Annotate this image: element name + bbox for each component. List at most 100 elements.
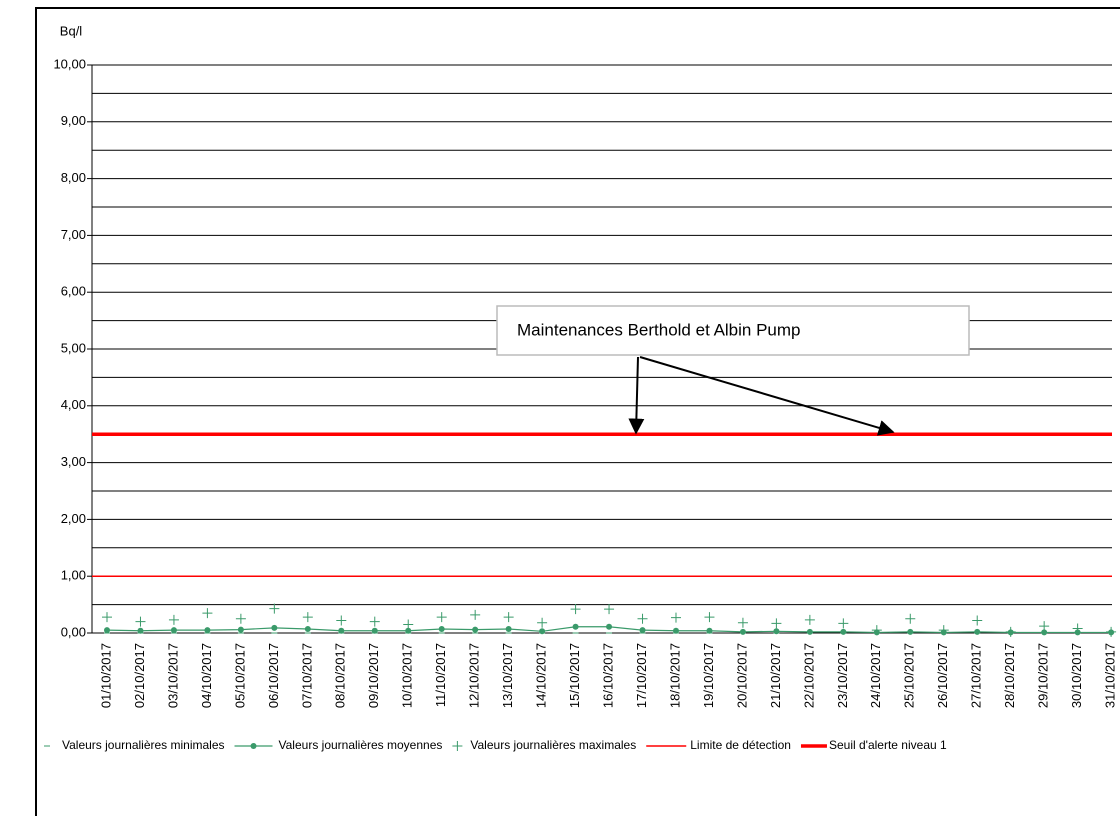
x-tick-label: 19/10/2017 xyxy=(701,643,716,708)
x-tick-label: 30/10/2017 xyxy=(1069,643,1084,708)
y-tick-label: 10,00 xyxy=(53,56,86,71)
point xyxy=(704,612,715,623)
x-tick-label: 22/10/2017 xyxy=(801,643,816,708)
point xyxy=(572,623,579,630)
point xyxy=(1072,623,1083,634)
point xyxy=(804,614,815,625)
y-tick-label: 9,00 xyxy=(61,113,86,128)
point xyxy=(706,627,713,634)
point xyxy=(1005,626,1016,637)
point xyxy=(1106,626,1117,637)
y-tick-label: 3,00 xyxy=(61,454,86,469)
point xyxy=(338,627,345,634)
y-tick-label: 7,00 xyxy=(61,227,86,242)
x-tick-label: 15/10/2017 xyxy=(567,643,582,708)
annotation: Maintenances Berthold et Albin Pump xyxy=(517,320,801,339)
x-tick-label: 28/10/2017 xyxy=(1002,643,1017,708)
annotation-arrow xyxy=(639,356,895,436)
point xyxy=(202,608,213,619)
point xyxy=(639,627,646,634)
point xyxy=(739,628,746,635)
x-tick-label: 16/10/2017 xyxy=(600,643,615,708)
point xyxy=(271,624,278,631)
point xyxy=(905,613,916,624)
point xyxy=(369,616,380,627)
point xyxy=(102,612,112,623)
point xyxy=(670,612,681,623)
x-tick-label: 07/10/2017 xyxy=(299,643,314,708)
point xyxy=(237,626,244,633)
point xyxy=(974,628,981,635)
point xyxy=(871,625,882,636)
chart-frame xyxy=(35,7,1120,816)
point xyxy=(907,628,914,635)
point xyxy=(505,626,512,633)
point xyxy=(606,623,613,630)
x-tick-label: 21/10/2017 xyxy=(768,643,783,708)
x-tick-label: 25/10/2017 xyxy=(902,643,917,708)
point xyxy=(637,613,648,624)
point xyxy=(137,627,144,634)
y-tick-label: 0,00 xyxy=(61,624,86,639)
y-tick-label: 5,00 xyxy=(61,340,86,355)
x-tick-label: 12/10/2017 xyxy=(467,643,482,708)
y-tick-label: 1,00 xyxy=(61,568,86,583)
x-tick-label: 13/10/2017 xyxy=(500,643,515,708)
point xyxy=(539,628,546,635)
legend-symbol xyxy=(250,743,257,749)
annotation-arrow xyxy=(628,356,645,435)
point xyxy=(135,616,146,627)
x-tick-label: 24/10/2017 xyxy=(868,643,883,708)
x-tick-label: 17/10/2017 xyxy=(634,643,649,708)
point xyxy=(371,627,378,634)
point xyxy=(806,628,813,635)
legend-symbol xyxy=(452,741,463,751)
point xyxy=(1041,629,1048,636)
x-tick-label: 10/10/2017 xyxy=(400,643,415,708)
y-tick-label: 6,00 xyxy=(61,284,86,299)
point xyxy=(204,627,211,634)
y-tick-label: 2,00 xyxy=(61,511,86,526)
point xyxy=(304,626,311,633)
y-axis-label: Bq/l xyxy=(60,23,83,38)
x-tick-label: 11/10/2017 xyxy=(433,643,448,707)
y-tick-label: 4,00 xyxy=(61,397,86,412)
point xyxy=(604,604,615,615)
legend-label: Limite de détection xyxy=(690,738,791,752)
x-tick-label: 18/10/2017 xyxy=(667,643,682,708)
legend-label: Seuil d'alerte niveau 1 xyxy=(829,738,947,752)
x-tick-label: 14/10/2017 xyxy=(534,643,549,708)
x-tick-label: 08/10/2017 xyxy=(333,643,348,708)
legend-label: Valeurs journalières moyennes xyxy=(279,738,443,752)
point xyxy=(403,619,414,630)
point xyxy=(1039,621,1050,632)
legend-label: Valeurs journalières maximales xyxy=(470,738,636,752)
point xyxy=(838,618,849,629)
point xyxy=(773,628,780,635)
point xyxy=(672,627,679,634)
point xyxy=(269,603,280,614)
x-tick-label: 27/10/2017 xyxy=(969,643,984,708)
point xyxy=(840,628,847,635)
legend-label: Valeurs journalières minimales xyxy=(62,738,225,752)
point xyxy=(438,626,445,633)
x-tick-label: 02/10/2017 xyxy=(132,643,147,708)
x-tick-label: 04/10/2017 xyxy=(199,643,214,708)
point xyxy=(470,609,481,620)
point xyxy=(972,615,983,626)
y-tick-label: 8,00 xyxy=(61,170,86,185)
point xyxy=(302,612,313,623)
point xyxy=(537,617,548,628)
x-tick-label: 20/10/2017 xyxy=(734,643,749,708)
point xyxy=(472,626,479,633)
point xyxy=(570,604,581,615)
x-tick-label: 23/10/2017 xyxy=(835,643,850,708)
x-tick-label: 05/10/2017 xyxy=(232,643,247,708)
point xyxy=(170,627,177,634)
point xyxy=(405,627,412,634)
point xyxy=(104,627,110,634)
x-tick-label: 29/10/2017 xyxy=(1036,643,1051,708)
x-tick-label: 31/10/2017 xyxy=(1103,643,1118,708)
point xyxy=(168,614,179,625)
